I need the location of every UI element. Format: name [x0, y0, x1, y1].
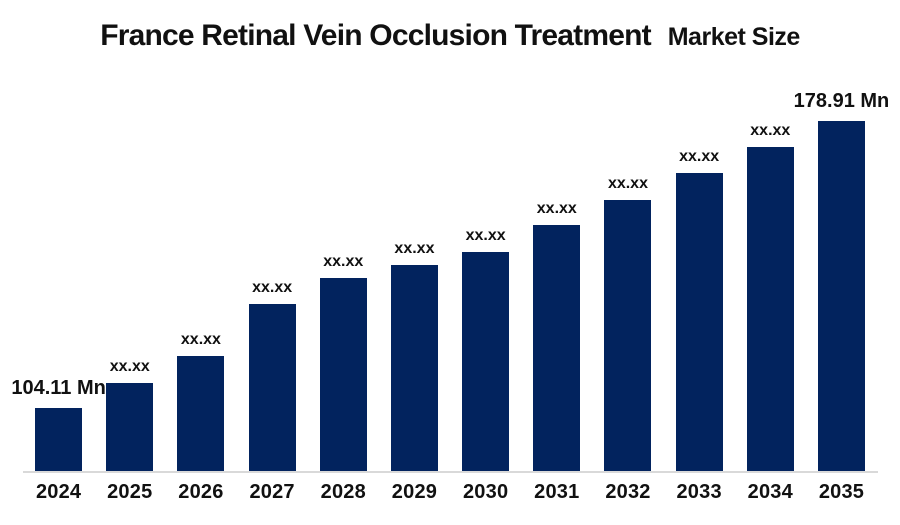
bar-column: xx.xx [521, 201, 592, 471]
x-axis-tick-label: 2025 [107, 481, 153, 503]
bar [462, 252, 510, 471]
bar-value-label: 178.91 Mn [793, 90, 890, 112]
bar [533, 225, 581, 471]
x-axis-tick-label: 2027 [249, 481, 295, 503]
bar [248, 304, 296, 471]
bar-column: xx.xx [94, 359, 165, 471]
bar [35, 408, 83, 471]
x-axis-tick-label: 2028 [320, 481, 366, 503]
x-axis-tick-label: 2029 [391, 481, 438, 503]
bar-column: xx.xx [450, 228, 521, 471]
x-axis-tick-label: 2031 [534, 481, 580, 503]
bar [390, 265, 438, 471]
bar-value-label: xx.xx [252, 279, 293, 296]
bar-column: xx.xx [237, 280, 308, 471]
bar-value-label: xx.xx [536, 200, 577, 217]
bar-value-label: 104.11 Mn [11, 377, 106, 399]
x-axis-tick-label: 2035 [818, 481, 865, 503]
x-axis-line [23, 471, 878, 473]
bar-value-label: xx.xx [750, 122, 791, 139]
chart-title: France Retinal Vein Occlusion Treatment … [0, 16, 900, 53]
chart-title-suffix: Market Size [667, 23, 801, 51]
bar-value-label: xx.xx [394, 240, 435, 257]
bar-column: 104.11 Mn [11, 378, 106, 471]
bar-value-label: xx.xx [607, 175, 648, 192]
x-axis-tick-label: 2026 [178, 481, 224, 503]
x-axis-labels: 2024 2025 2026 2027 2028 2029 2030 2031 … [23, 481, 877, 504]
plot-area: 104.11 Mn xx.xx xx.xx xx.xx xx.xx xx.xx … [11, 0, 889, 471]
bar-value-label: xx.xx [109, 358, 150, 375]
x-axis-tick-label: 2033 [676, 481, 722, 503]
bar [817, 121, 865, 471]
bar-column: xx.xx [165, 332, 236, 471]
x-axis-tick-label: 2034 [747, 481, 793, 503]
bar [319, 278, 367, 471]
bar-column: xx.xx [735, 123, 806, 471]
bar [746, 147, 794, 471]
bar-column: xx.xx [308, 254, 379, 471]
bar [675, 173, 723, 471]
x-axis-tick-label: 2030 [462, 481, 509, 503]
bar-value-label: xx.xx [180, 331, 221, 348]
bar-column: xx.xx [592, 176, 663, 471]
bar [604, 200, 652, 471]
chart-title-main: France Retinal Vein Occlusion Treatment [100, 19, 651, 52]
bar-column: xx.xx [664, 149, 735, 471]
bar-column: 178.91 Mn [794, 91, 889, 471]
bar [177, 356, 225, 471]
bar [106, 383, 154, 471]
bar-column: xx.xx [379, 241, 450, 471]
bar-value-label: xx.xx [679, 148, 720, 165]
bar-value-label: xx.xx [323, 253, 364, 270]
x-axis-tick-label: 2024 [35, 481, 82, 503]
x-axis-tick-label: 2032 [605, 481, 651, 503]
bar-value-label: xx.xx [465, 227, 506, 244]
